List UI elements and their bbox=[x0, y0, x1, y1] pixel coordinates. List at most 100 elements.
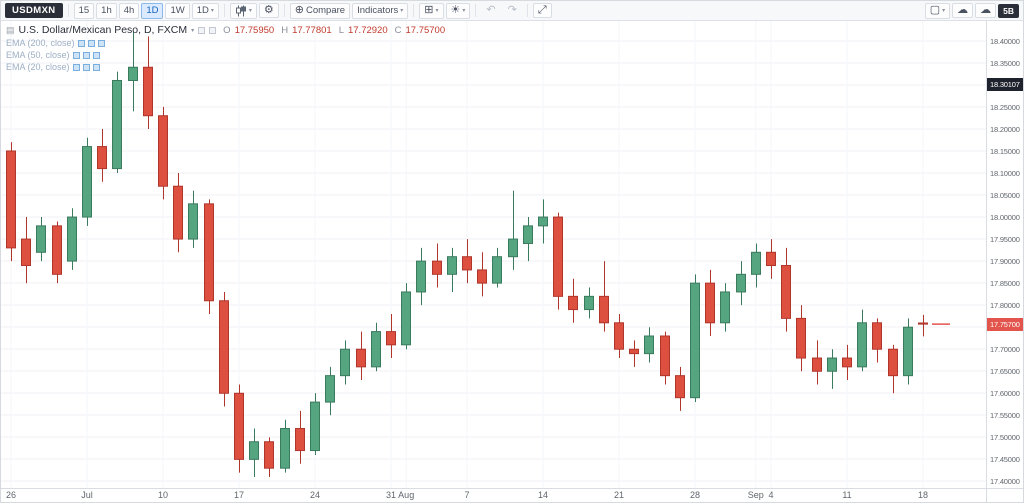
high-label: H bbox=[281, 24, 289, 36]
close-icon[interactable] bbox=[92, 51, 100, 59]
interval-1h-button[interactable]: 1h bbox=[96, 2, 117, 19]
close-icon[interactable] bbox=[92, 63, 100, 71]
price-tick-label: 18.20000 bbox=[990, 124, 1020, 134]
gear-icon[interactable] bbox=[82, 63, 90, 71]
time-tick-label: 7 bbox=[464, 490, 470, 500]
toolbar-divider bbox=[526, 4, 528, 17]
legend-settings-icon[interactable] bbox=[209, 26, 217, 34]
compare-icon: ⊕ bbox=[294, 4, 304, 16]
chart-canvas[interactable] bbox=[1, 21, 986, 488]
gear-icon[interactable] bbox=[82, 51, 90, 59]
price-tick-label: 18.00000 bbox=[990, 213, 1020, 223]
close-value: 17.75700 bbox=[405, 24, 446, 36]
price-tick-label: 17.45000 bbox=[990, 455, 1020, 465]
time-tick-label: 24 bbox=[309, 490, 321, 500]
time-tick-label: 11 bbox=[842, 490, 852, 500]
layout-button[interactable]: ▢ ▾ bbox=[924, 2, 951, 19]
gear-icon[interactable] bbox=[87, 39, 95, 47]
time-axis[interactable]: 26 Jul 10 17 24 31 Aug 7 14 21 28 Sep 4 11 18 bbox=[1, 488, 986, 502]
high-value: 17.77801 bbox=[292, 24, 332, 36]
price-tick-label: 17.80000 bbox=[990, 301, 1020, 311]
indicators-label: Indicators bbox=[357, 4, 399, 16]
undo-arrow-icon: ↶ bbox=[486, 4, 496, 16]
compare-button[interactable]: ⊕ Compare bbox=[289, 2, 351, 19]
time-tick-label: 17 bbox=[233, 490, 245, 500]
ema-50-row[interactable]: EMA (50, close) bbox=[6, 50, 445, 60]
time-tick-label: 31 bbox=[385, 490, 397, 500]
ema-20-row[interactable]: EMA (20, close) bbox=[6, 62, 445, 72]
templates-button[interactable]: ⊞ ▾ bbox=[419, 2, 444, 19]
chart-type-button[interactable]: ▾ bbox=[229, 2, 257, 19]
time-tick-label: Aug bbox=[398, 490, 415, 500]
axis-corner bbox=[986, 488, 1023, 502]
interval-1d-button[interactable]: 1D bbox=[141, 2, 164, 19]
symbol-menu-icon[interactable]: ▤ bbox=[6, 24, 15, 35]
symbol-title[interactable]: U.S. Dollar/Mexican Peso, D, FXCM bbox=[18, 24, 188, 36]
price-tick-label: 18.35000 bbox=[990, 58, 1020, 68]
eye-icon[interactable] bbox=[72, 51, 80, 59]
interval-dropdown-button[interactable]: 1D ▾ bbox=[191, 2, 219, 19]
price-tick-label: 17.85000 bbox=[990, 279, 1020, 289]
candlestick-chart-icon bbox=[235, 5, 246, 16]
chevron-down-icon[interactable]: ▾ bbox=[191, 27, 195, 34]
cloud-load-icon: ☁ bbox=[980, 4, 992, 16]
close-icon[interactable] bbox=[97, 39, 105, 47]
fullscreen-button[interactable]: ⤢ bbox=[532, 3, 552, 18]
legend-hide-icon[interactable] bbox=[198, 26, 206, 34]
price-tick-label: 18.40000 bbox=[990, 36, 1020, 46]
price-tick-label: 17.90000 bbox=[990, 257, 1020, 267]
interval-15-button[interactable]: 15 bbox=[73, 2, 95, 19]
account-button[interactable]: 5B bbox=[998, 3, 1019, 18]
legend: ▤ U.S. Dollar/Mexican Peso, D, FXCM ▾ O … bbox=[6, 24, 445, 72]
symbol-search-button[interactable]: USDMXN bbox=[5, 3, 63, 18]
chevron-down-icon: ▾ bbox=[462, 7, 466, 14]
ema-50-label: EMA (50, close) bbox=[6, 50, 70, 60]
ema-200-label: EMA (200, close) bbox=[6, 38, 75, 48]
low-value: 17.72920 bbox=[347, 24, 388, 36]
eye-icon[interactable] bbox=[72, 63, 80, 71]
price-tick-label: 17.65000 bbox=[990, 367, 1020, 377]
close-label: C bbox=[394, 24, 402, 36]
chevron-down-icon: ▾ bbox=[435, 7, 439, 14]
ema-20-label: EMA (20, close) bbox=[6, 62, 70, 72]
time-tick-label: 26 bbox=[5, 490, 17, 500]
time-tick-label: 21 bbox=[613, 490, 625, 500]
toolbar-divider bbox=[413, 4, 415, 17]
time-tick-label: 10 bbox=[157, 490, 169, 500]
ema-200-row[interactable]: EMA (200, close) bbox=[6, 38, 445, 48]
sun-icon: ☀ bbox=[450, 4, 461, 16]
chevron-down-icon: ▾ bbox=[942, 7, 946, 14]
interval-1w-button[interactable]: 1W bbox=[165, 2, 190, 19]
time-tick-label: Jul bbox=[81, 490, 93, 500]
price-tick-label: 18.15000 bbox=[990, 146, 1020, 156]
price-tick-label: 17.70000 bbox=[990, 345, 1020, 355]
low-label: L bbox=[338, 24, 344, 36]
undo-button[interactable]: ↶ bbox=[481, 3, 500, 18]
chevron-down-icon: ▾ bbox=[210, 7, 214, 14]
fullscreen-icon: ⤢ bbox=[537, 4, 547, 16]
indicators-button[interactable]: Indicators ▾ bbox=[352, 2, 409, 19]
interval-4h-button[interactable]: 4h bbox=[118, 2, 140, 19]
redo-button[interactable]: ↷ bbox=[503, 3, 522, 18]
eye-icon[interactable] bbox=[77, 39, 85, 47]
toolbar-divider bbox=[223, 4, 225, 17]
top-toolbar: USDMXN 15 1h 4h 1D 1W 1D ▾ ▾ ⚙ ⊕ Compare bbox=[1, 1, 1023, 21]
load-layout-button[interactable]: ☁ bbox=[975, 3, 997, 18]
time-tick-label: 14 bbox=[537, 490, 549, 500]
chart-pane: ▤ U.S. Dollar/Mexican Peso, D, FXCM ▾ O … bbox=[1, 21, 986, 488]
gear-icon: ⚙ bbox=[263, 4, 274, 16]
price-tick-label: 17.40000 bbox=[990, 477, 1020, 487]
price-tick-label: 18.10000 bbox=[990, 168, 1020, 178]
price-axis[interactable]: 17.40000 17.45000 17.50000 17.55000 17.60000… bbox=[986, 21, 1023, 488]
price-tick-label: 17.55000 bbox=[990, 411, 1020, 421]
cloud-save-icon: ☁ bbox=[957, 4, 969, 16]
time-tick-label: Sep bbox=[747, 490, 764, 500]
save-layout-button[interactable]: ☁ bbox=[952, 3, 974, 18]
layout-grid-icon: ▢ bbox=[929, 4, 941, 16]
legend-main-row: ▤ U.S. Dollar/Mexican Peso, D, FXCM ▾ O … bbox=[6, 24, 445, 36]
price-tick-label: 18.25000 bbox=[990, 102, 1020, 112]
chart-properties-button[interactable]: ⚙ bbox=[258, 3, 279, 18]
price-tick-label: 17.95000 bbox=[990, 235, 1020, 245]
themes-button[interactable]: ☀ ▾ bbox=[445, 2, 471, 19]
